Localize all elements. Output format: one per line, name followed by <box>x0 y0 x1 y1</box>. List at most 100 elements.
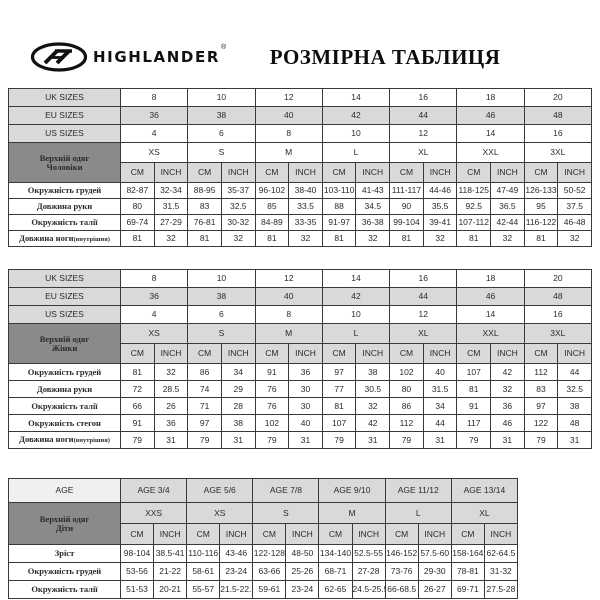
measurement-label: Зріст <box>8 544 121 563</box>
section-header-line: Чоловіки <box>46 161 83 172</box>
measurement-label-suffix: (внутрішня) <box>73 437 110 445</box>
age-group-cell: AGE 9/10 <box>318 478 386 503</box>
measurement-value-cell: 32.5 <box>557 380 592 398</box>
measurement-value-cell: 33.5 <box>288 198 323 215</box>
measurement-value-cell: 85 <box>254 198 290 215</box>
measurement-value-cell: 29-30 <box>417 562 452 581</box>
measurement-value-cell: 69-74 <box>120 214 155 231</box>
measurement-value-cell: 32.5 <box>220 198 256 215</box>
unit-cm-cell: CM <box>187 162 222 183</box>
size-code-cell: 44 <box>389 287 458 306</box>
measurement-label-text: Довжина руки <box>36 201 93 212</box>
unit-cm-cell: CM <box>252 523 287 545</box>
measurement-label: Окружність грудей <box>8 562 121 581</box>
unit-cm-cell: CM <box>186 523 221 545</box>
measurement-value-cell: 122-128 <box>252 544 287 563</box>
measurement-value-cell: 83 <box>187 198 222 215</box>
size-code-cell: 14 <box>456 124 525 143</box>
measurement-value-cell: 31 <box>422 431 458 449</box>
measurement-value-cell: 107 <box>321 414 357 432</box>
measurement-value-cell: 53-56 <box>119 562 155 581</box>
measurement-value-cell: 118-125 <box>456 182 492 199</box>
unit-inch-cell: INCH <box>153 162 189 183</box>
size-code-cell: 14 <box>321 269 391 288</box>
measurement-value-cell: 32 <box>490 230 525 247</box>
size-code-cell: 44 <box>389 106 458 125</box>
size-code-cell: 10 <box>187 269 256 288</box>
measurement-value-cell: 52.5-55 <box>351 544 386 563</box>
measurement-label: Окружність стегон <box>8 414 121 432</box>
size-code-cell: 48 <box>523 106 593 125</box>
measurement-value-cell: 80 <box>389 380 424 398</box>
measurement-value-cell: 37.5 <box>557 198 592 215</box>
size-letter-cell: M <box>318 502 386 524</box>
measurement-value-cell: 110-116 <box>186 544 221 563</box>
measurement-value-cell: 81 <box>120 363 155 381</box>
size-code-cell: 36 <box>119 106 189 125</box>
measurement-value-cell: 21-22 <box>153 562 188 581</box>
measurement-value-cell: 26-27 <box>417 580 452 599</box>
measurement-value-cell: 46 <box>490 414 525 432</box>
measurement-value-cell: 36 <box>490 397 525 415</box>
measurement-label: Окружність талії <box>8 397 121 415</box>
size-code-cell: 8 <box>119 269 189 288</box>
size-code-cell: 12 <box>254 269 323 288</box>
measurement-value-cell: 62-64.5 <box>483 544 519 563</box>
size-letter-cell: XS <box>186 502 254 524</box>
measurement-value-cell: 24.5-25.5 <box>351 580 386 599</box>
unit-inch-cell: INCH <box>490 162 525 183</box>
measurement-value-cell: 31-32 <box>483 562 519 581</box>
measurement-value-cell: 36 <box>288 363 323 381</box>
measurement-value-cell: 42-44 <box>490 214 525 231</box>
measurement-value-cell: 23-24 <box>219 562 254 581</box>
unit-inch-cell: INCH <box>285 523 320 545</box>
measurement-label-text: Окружність грудей <box>27 566 102 577</box>
measurement-value-cell: 81 <box>321 397 357 415</box>
measurement-value-cell: 63-66 <box>252 562 287 581</box>
measurement-label: Окружність грудей <box>8 363 121 381</box>
measurement-value-cell: 97 <box>187 414 222 432</box>
measurement-value-cell: 30.5 <box>355 380 391 398</box>
size-code-cell: 10 <box>321 124 391 143</box>
measurement-value-cell: 68-71 <box>318 562 353 581</box>
measurement-value-cell: 36.5 <box>490 198 525 215</box>
size-code-cell: 16 <box>523 124 593 143</box>
unit-cm-cell: CM <box>120 162 155 183</box>
measurement-value-cell: 88 <box>321 198 357 215</box>
measurement-value-cell: 81 <box>187 230 222 247</box>
measurement-value-cell: 44-46 <box>422 182 458 199</box>
measurement-value-cell: 99-104 <box>389 214 424 231</box>
measurement-value-cell: 31.5 <box>153 198 189 215</box>
measurement-value-cell: 40 <box>422 363 458 381</box>
table-section-header: Верхній одяг Чоловіки <box>8 142 121 183</box>
measurement-value-cell: 78-81 <box>450 562 485 581</box>
measurement-value-cell: 36 <box>153 414 189 432</box>
measurement-value-cell: 38-40 <box>288 182 323 199</box>
measurement-value-cell: 79 <box>120 431 155 449</box>
measurement-value-cell: 90 <box>389 198 424 215</box>
measurement-value-cell: 79 <box>389 431 424 449</box>
measurement-value-cell: 31 <box>288 431 323 449</box>
measurement-value-cell: 66-68.5 <box>384 580 419 599</box>
page-header: HIGHLANDER ® РОЗМІРНА ТАБЛИЦЯ <box>0 0 600 88</box>
measurement-label-text: Окружність грудей <box>27 366 102 377</box>
measurement-value-cell: 112 <box>389 414 424 432</box>
brand-name: HIGHLANDER <box>93 48 220 66</box>
unit-inch-cell: INCH <box>288 343 323 364</box>
size-system-label: EU SIZES <box>8 106 121 125</box>
size-code-cell: 36 <box>119 287 189 306</box>
measurement-label: Окружність грудей <box>8 182 121 199</box>
section-header-line: Верхній одяг <box>39 514 90 524</box>
measurement-value-cell: 66 <box>120 397 155 415</box>
measurement-value-cell: 30 <box>288 380 323 398</box>
size-code-cell: 20 <box>523 269 593 288</box>
unit-inch-cell: INCH <box>490 343 525 364</box>
size-letter-cell: 3XL <box>523 142 593 163</box>
measurement-value-cell: 27-29 <box>153 214 189 231</box>
measurement-value-cell: 81 <box>389 230 424 247</box>
unit-inch-cell: INCH <box>417 523 452 545</box>
measurement-value-cell: 81 <box>321 230 357 247</box>
measurement-value-cell: 81 <box>523 230 559 247</box>
measurement-value-cell: 81 <box>254 230 290 247</box>
measurement-value-cell: 23-24 <box>285 580 320 599</box>
